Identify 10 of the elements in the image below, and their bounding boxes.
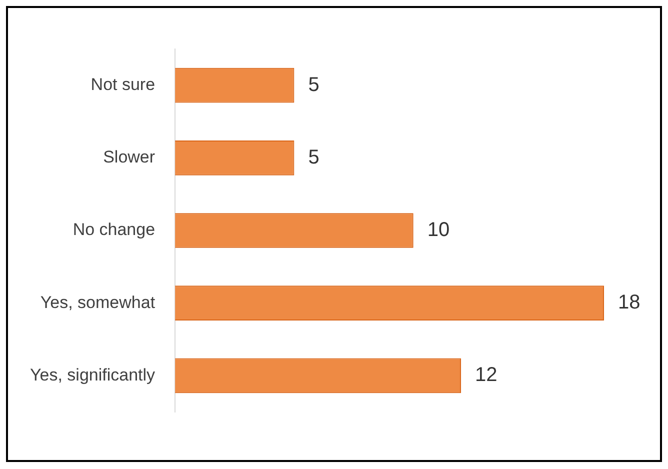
data-label: 5 xyxy=(308,146,320,168)
y-tick-label: Yes, significantly xyxy=(30,365,156,384)
y-tick-label: No change xyxy=(72,220,156,240)
y-tick-label: Not sure xyxy=(90,74,156,94)
data-label: 18 xyxy=(618,292,640,314)
data-label: 10 xyxy=(427,219,450,242)
y-tick-label: Slower xyxy=(103,148,156,167)
y-tick-label: Yes, somewhat xyxy=(40,292,156,312)
data-label: 12 xyxy=(475,364,498,386)
data-label: 5 xyxy=(308,74,320,96)
